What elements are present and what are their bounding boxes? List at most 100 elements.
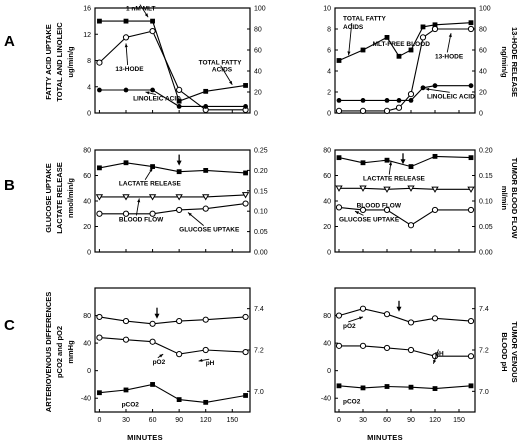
panel-b-right: 0 20 40 60 80 0.00 0.05 0.10 0.15 0.20 LACTATE REL… <box>323 148 493 257</box>
plot-frame <box>334 7 476 114</box>
annotation-arrow-head <box>433 359 437 364</box>
point-po2 <box>242 313 249 321</box>
y-left-tick-label: 80 <box>323 313 331 320</box>
point-linoleic-acid <box>243 104 248 109</box>
row-c-left-ylabel-unit: mmHg <box>66 340 75 364</box>
y-right-tick-label: 7.0 <box>254 389 264 396</box>
point-13-hode <box>176 86 183 94</box>
panel-c-left: 0 30 60 90 120 150 -40 0 40 80 7.0 7.2 7.4 pO2 pH pCO2 <box>81 287 264 424</box>
y-left-tick-label: 10 <box>323 6 331 13</box>
panel-letter-b: B <box>4 177 15 194</box>
series-line-lactate-release <box>99 162 246 174</box>
point-linoleic-acid <box>396 98 402 103</box>
point-lactate-release <box>468 155 474 161</box>
annotation-label: 1 nM MLT <box>126 6 156 13</box>
point-po2 <box>176 317 183 325</box>
point-linoleic-acid <box>123 87 129 93</box>
y-left-tick-label: 16 <box>83 6 91 13</box>
point-linoleic-acid <box>336 98 342 103</box>
y-right-tick-label: 0.15 <box>254 188 268 195</box>
y-left-tick-label: 40 <box>323 199 331 206</box>
annotation-label: ACIDS <box>343 24 364 31</box>
series-line-pco2 <box>338 385 472 390</box>
point-po2 <box>335 312 343 319</box>
y-right-tick-label: 7.2 <box>254 348 264 355</box>
x-tick-label: 90 <box>175 417 183 424</box>
annotation-label: TOTAL FATTY <box>343 16 387 23</box>
point-glucose-uptake <box>96 210 103 217</box>
point-ph <box>96 334 103 341</box>
x-tick-label: 0 <box>97 417 101 424</box>
y-right-tick-label: 0 <box>254 111 258 118</box>
point-lactate-release <box>408 164 414 169</box>
point-blood-flow <box>383 186 391 193</box>
point-linoleic-acid <box>97 87 102 93</box>
point-linoleic-acid <box>203 104 209 109</box>
annotation-arrow-head <box>198 358 203 362</box>
annotation-label: pCO2 <box>343 399 361 406</box>
point-13-hode <box>383 107 391 115</box>
point-glucose-uptake <box>431 206 439 214</box>
x-tick-label: 0 <box>337 417 341 424</box>
point-po2 <box>467 317 475 325</box>
annotation-arrow-head <box>448 33 452 38</box>
y-right-tick-label: 0.25 <box>254 148 268 155</box>
y-right-tick-label: 100 <box>479 6 491 13</box>
y-right-tick-label: 0.05 <box>254 229 268 236</box>
y-left-tick-label: 20 <box>323 224 331 231</box>
annotation-label: LACTATE RELEASE <box>119 181 182 188</box>
y-left-tick-label: 0 <box>327 111 331 118</box>
point-total-fatty-acids <box>243 83 248 88</box>
point-total-fatty-acids <box>432 22 438 28</box>
annotation-label: ACIDS <box>212 67 233 74</box>
y-right-tick-label: 0.10 <box>254 209 268 216</box>
point-pco2 <box>150 382 155 387</box>
point-lactate-release <box>97 165 102 171</box>
point-pco2 <box>384 384 390 389</box>
point-blood-flow <box>241 192 250 199</box>
y-left-tick-label: 0 <box>87 111 91 118</box>
point-total-fatty-acids <box>176 98 182 104</box>
point-pco2 <box>468 383 474 389</box>
y-right-tick-label: 20 <box>479 90 487 97</box>
point-pco2 <box>123 387 129 393</box>
point-total-fatty-acids <box>97 18 102 24</box>
point-blood-flow <box>148 194 157 201</box>
point-total-fatty-acids <box>150 18 155 24</box>
y-right-tick-label: 7.2 <box>479 348 489 355</box>
point-lactate-release <box>336 155 342 161</box>
point-blood-flow <box>407 185 415 192</box>
y-right-tick-label: 7.4 <box>254 306 264 313</box>
annotation-label: pH <box>435 351 444 358</box>
annotation-arrow-head <box>229 80 233 85</box>
row-a-left-ylabel-unit: ug/min/g <box>66 46 75 78</box>
point-lactate-release <box>360 160 366 166</box>
annotation-label: LINOLEIC ACID <box>427 93 475 100</box>
point-lactate-release <box>123 160 129 166</box>
x-tick-label: 60 <box>383 417 391 424</box>
point-blood-flow <box>335 185 343 192</box>
series-line-ph <box>339 345 471 357</box>
y-right-tick-label: 80 <box>479 27 487 34</box>
x-axis-title-left: MINUTES <box>127 433 163 442</box>
x-tick-label: 30 <box>359 417 367 424</box>
annotation-arrow-head <box>388 161 393 166</box>
y-right-tick-label: 7.0 <box>479 389 489 396</box>
point-ph <box>122 336 130 343</box>
point-lactate-release <box>432 153 438 159</box>
annotation-label: BLOOD FLOW <box>119 216 164 223</box>
y-left-tick-label: 8 <box>327 27 331 34</box>
point-pco2 <box>432 386 438 391</box>
point-ph <box>335 342 343 349</box>
point-13-hode <box>122 34 130 41</box>
point-glucose-uptake <box>383 206 391 214</box>
annotation-arrow-head <box>359 316 363 320</box>
point-po2 <box>359 305 367 312</box>
point-ph <box>407 346 415 354</box>
point-glucose-uptake <box>122 210 130 217</box>
y-left-tick-label: 20 <box>83 224 91 231</box>
y-right-tick-label: 100 <box>254 6 266 13</box>
x-tick-label: 30 <box>122 417 130 424</box>
series-line-blood-flow <box>339 187 471 190</box>
annotation-arrow-head <box>124 43 128 48</box>
